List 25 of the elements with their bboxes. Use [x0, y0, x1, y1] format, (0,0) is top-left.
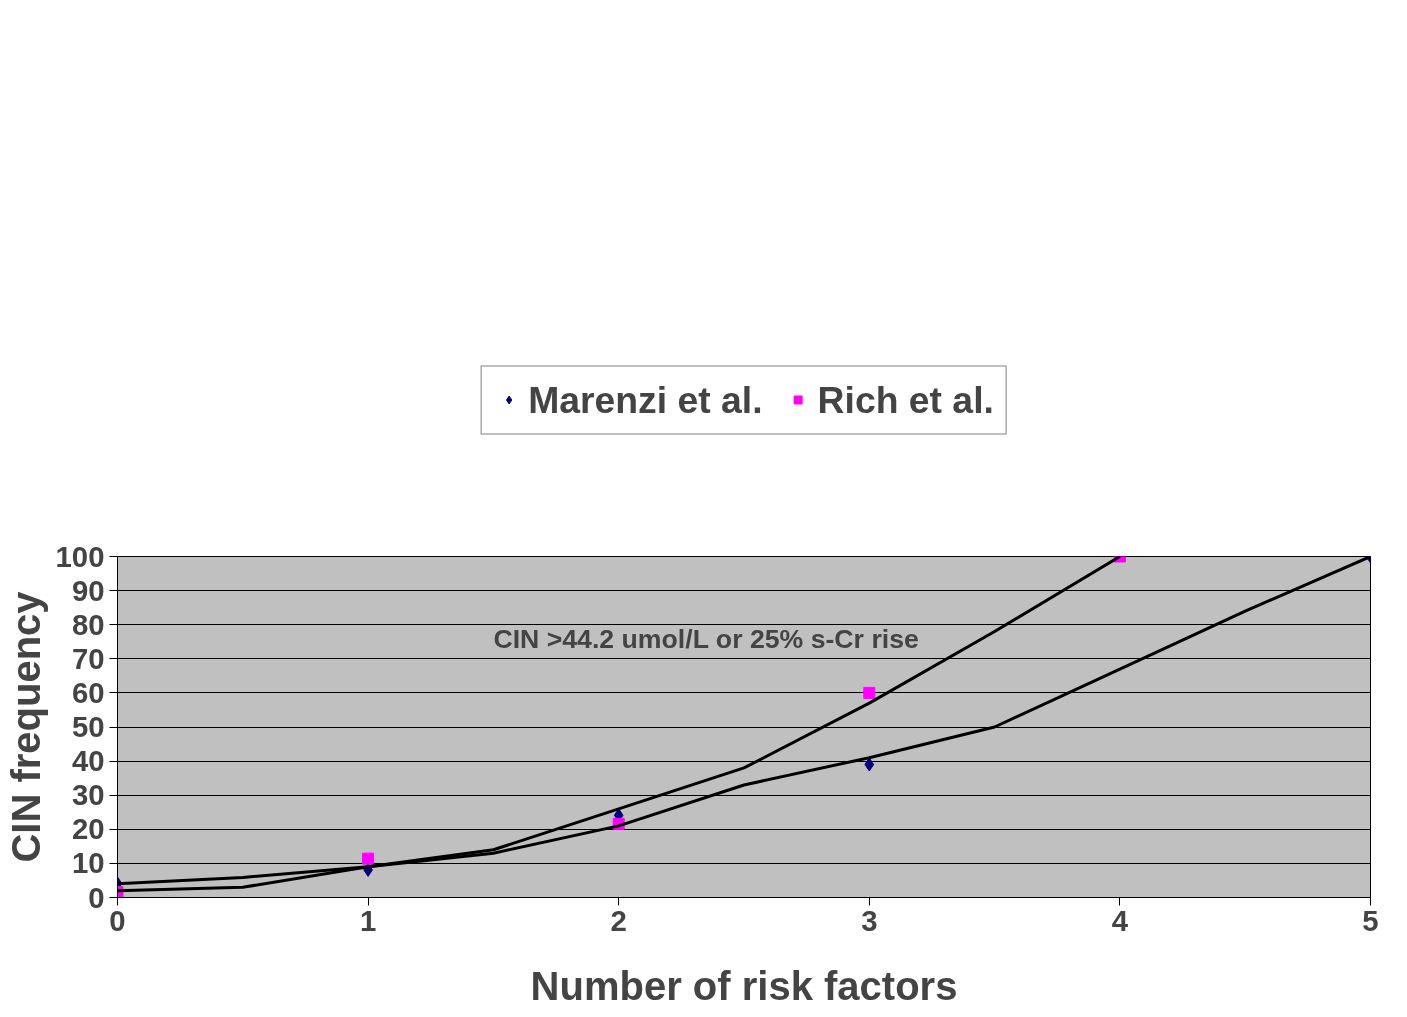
- annotation: CIN >44.2 umol/L or 25% s-Cr rise: [493, 623, 919, 654]
- x-axis-title: Number of risk factors: [530, 963, 958, 1008]
- y-tick-label: 0: [88, 880, 105, 914]
- y-tick-label: 10: [71, 846, 105, 880]
- y-tick-label: 70: [71, 641, 105, 675]
- y-tick-label: 90: [71, 573, 105, 607]
- x-tick-label: 4: [1111, 903, 1129, 937]
- legend-label: Rich et al.: [817, 378, 994, 422]
- x-tick-label: 1: [359, 903, 377, 937]
- x-tick-label: 0: [109, 903, 126, 937]
- y-tick-label: 50: [71, 710, 105, 743]
- legend-label: Marenzi et al.: [528, 378, 763, 422]
- y-tick-label: 20: [71, 812, 105, 846]
- y-tick-label: 60: [71, 675, 105, 709]
- y-axis-title: CIN frequency: [3, 590, 48, 863]
- y-tick-label: 30: [71, 778, 105, 812]
- point: [362, 852, 375, 865]
- point: [864, 757, 875, 772]
- y-tick-label: 100: [55, 539, 105, 573]
- x-tick-label: 2: [610, 903, 627, 937]
- y-tick-label: 40: [71, 744, 105, 778]
- y-tick-label: 80: [71, 607, 105, 641]
- point: [863, 686, 876, 699]
- x-tick-label: 5: [1362, 903, 1379, 937]
- x-tick-label: 3: [861, 903, 878, 937]
